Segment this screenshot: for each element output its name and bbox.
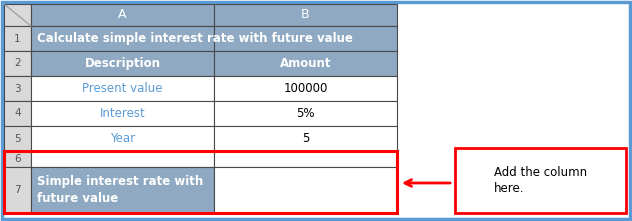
Bar (214, 167, 397, 213)
Text: 100000: 100000 (283, 82, 327, 95)
Text: 3: 3 (14, 84, 21, 93)
Text: Amount: Amount (280, 57, 331, 70)
Text: 1: 1 (14, 34, 21, 44)
Text: 5: 5 (14, 133, 21, 143)
Bar (4, 151, 397, 213)
Bar (31, 76, 214, 101)
Bar (4, 4, 31, 26)
Bar (214, 4, 397, 26)
Text: 4: 4 (14, 109, 21, 118)
Bar (31, 126, 214, 151)
Bar (4, 167, 31, 213)
Text: Year: Year (110, 132, 135, 145)
Bar (4, 101, 31, 126)
Bar (4, 26, 31, 51)
Bar (31, 51, 214, 76)
Bar (4, 126, 31, 151)
Text: B: B (301, 8, 310, 21)
Bar (214, 26, 397, 51)
Bar (4, 51, 31, 76)
Bar (4, 76, 31, 101)
Bar (214, 51, 397, 76)
Bar (31, 26, 214, 51)
Bar (31, 167, 214, 213)
Bar (214, 151, 397, 167)
Bar (31, 101, 214, 126)
Bar (214, 101, 397, 126)
Text: A: A (118, 8, 127, 21)
Bar (455, 148, 626, 213)
Bar (214, 126, 397, 151)
Text: Interest: Interest (100, 107, 145, 120)
Bar (31, 151, 214, 167)
Text: Simple interest rate with
future value: Simple interest rate with future value (37, 175, 204, 205)
Text: Description: Description (85, 57, 161, 70)
Bar (31, 4, 214, 26)
Text: 6: 6 (14, 154, 21, 164)
Bar (214, 76, 397, 101)
Text: 5%: 5% (296, 107, 315, 120)
Bar (4, 151, 31, 167)
Text: 7: 7 (14, 185, 21, 195)
Text: 5: 5 (302, 132, 309, 145)
Text: Calculate simple interest rate with future value: Calculate simple interest rate with futu… (37, 32, 353, 45)
Text: Add the column
here.: Add the column here. (494, 166, 587, 194)
Text: 2: 2 (14, 59, 21, 69)
Text: Present value: Present value (82, 82, 163, 95)
